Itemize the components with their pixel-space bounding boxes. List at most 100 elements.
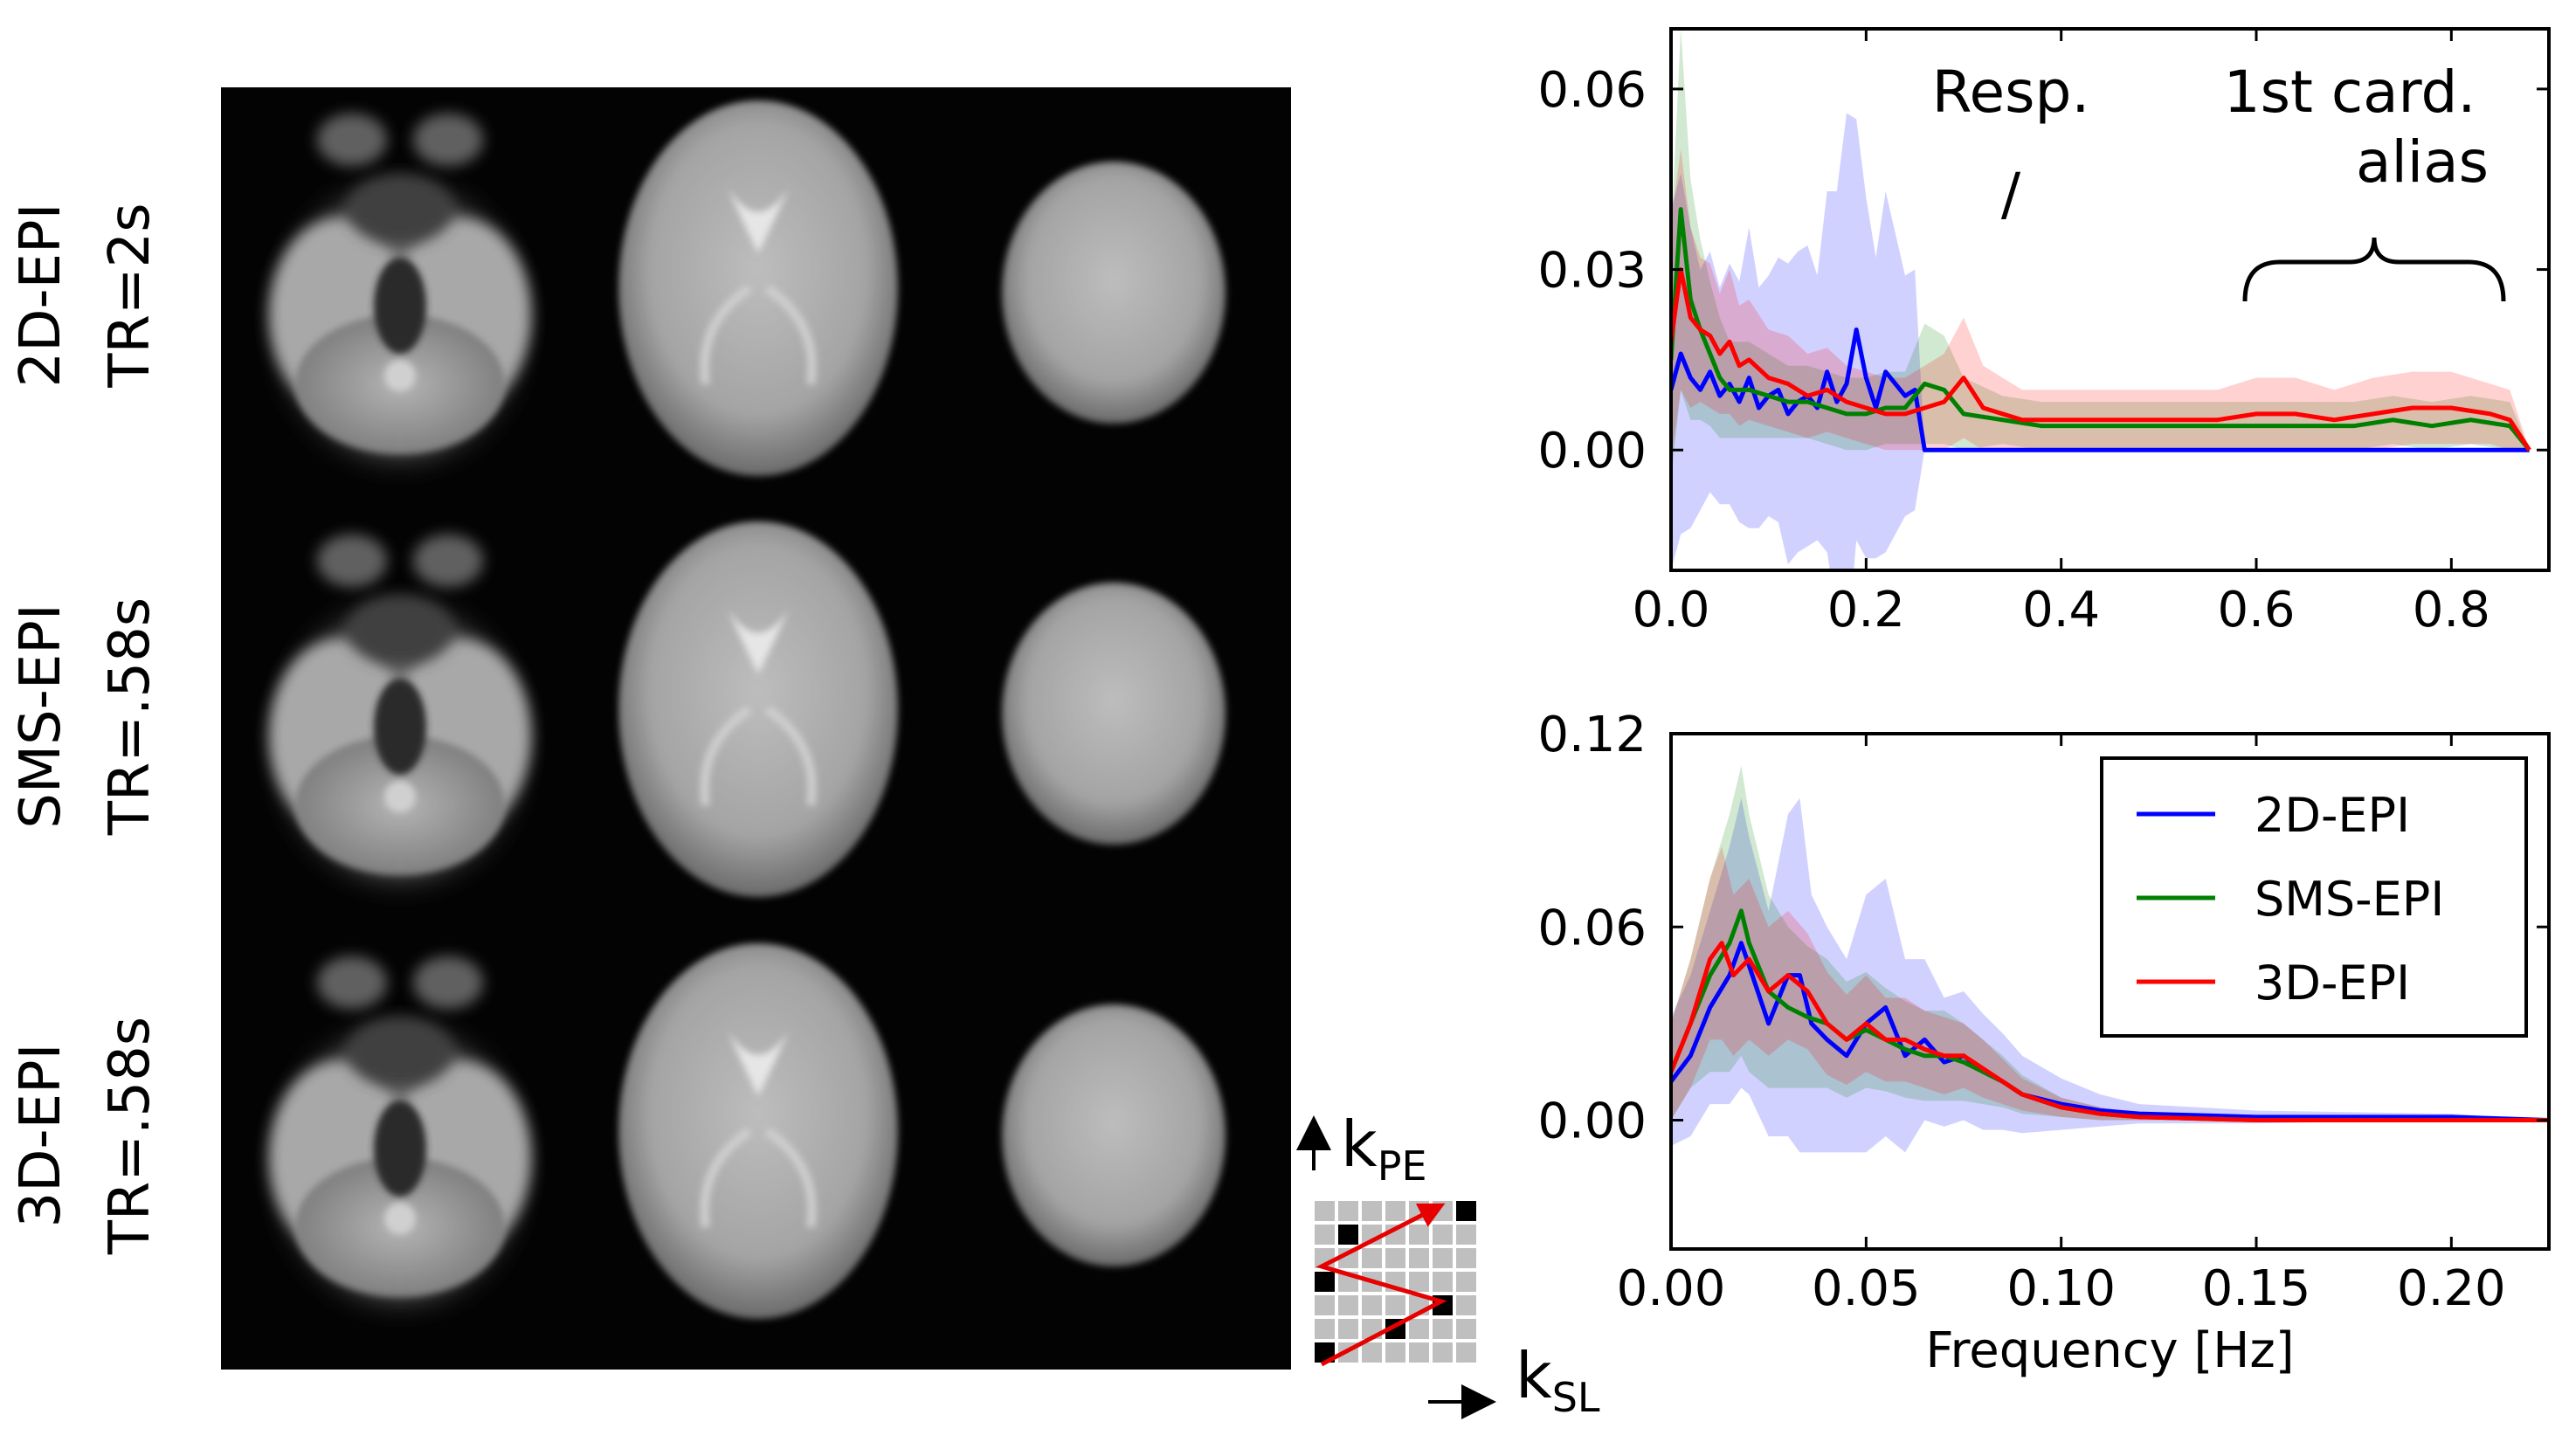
series-line-2: [1671, 267, 2531, 452]
axes-frame: [1669, 27, 2551, 572]
row-label-3d-line1: 3D-EPI: [9, 1044, 73, 1228]
series-band-2: [1671, 846, 2549, 1121]
annotation-brace: [2242, 237, 2506, 302]
brainstem-gap: [374, 258, 426, 354]
kspace-cell: [1409, 1272, 1429, 1292]
eye-right: [413, 535, 483, 587]
kspace-cell: [1362, 1201, 1382, 1221]
brain-slice-r2-c3: [1002, 583, 1226, 845]
kspace-cell: [1456, 1248, 1476, 1268]
x-tick-label: 0.15: [2202, 1260, 2311, 1317]
kspace-cell: [1385, 1342, 1405, 1363]
kspace-cell: [1433, 1342, 1453, 1363]
x-tick-label: 0.8: [2413, 582, 2490, 638]
brainstem-gap: [374, 1101, 426, 1197]
kspace-cell: [1338, 1295, 1358, 1315]
kspace-cell: [1409, 1342, 1429, 1363]
mri-brain-slices: [269, 100, 1226, 1319]
kspace-cell: [1385, 1201, 1405, 1221]
series-line-0: [1671, 327, 2530, 452]
plot-area: [1671, 765, 2549, 1153]
x-tick-label: 0.05: [1812, 1260, 1921, 1317]
x-tick-label: 0.10: [2006, 1260, 2116, 1317]
orbit-region: [348, 596, 452, 666]
orbit-region: [348, 175, 452, 245]
kspace-cell: [1362, 1295, 1382, 1315]
brain-slice-r3-c1: [269, 956, 531, 1297]
kspace-trajectory: [1316, 1203, 1447, 1367]
kspace-cell: [1456, 1342, 1476, 1363]
x-tick-label: 0.2: [1827, 582, 1905, 638]
lateral-ventricles: [728, 1031, 789, 1096]
cerebrum: [618, 100, 898, 476]
series-line-0: [1671, 941, 2549, 1122]
fourth-ventricle: [384, 1203, 416, 1234]
annotation-resp: Resp.: [1932, 59, 2090, 126]
kspace-cell: [1456, 1295, 1476, 1315]
kspace-cell: [1362, 1248, 1382, 1268]
kspace-diagram: kPE kSL: [1296, 1108, 1600, 1421]
brain-slice-r1-c3: [1002, 162, 1226, 424]
row-label-2d-line1: 2D-EPI: [9, 204, 73, 388]
annotation-cardiac-line1: 1st card.: [2224, 59, 2476, 126]
brain-slice-r2-c2: [618, 521, 898, 897]
row-label-sms: SMS-EPI TR=.58s: [9, 597, 162, 836]
fourth-ventricle: [384, 360, 416, 391]
orbit-region: [348, 1018, 452, 1087]
fourth-ventricle: [384, 781, 416, 812]
annotation-resp-slash: /: [2001, 161, 2021, 228]
posterior-horn-left: [700, 1127, 752, 1228]
cerebrum: [618, 943, 898, 1319]
kspace-cell: [1433, 1272, 1453, 1292]
kspace-cell: [1385, 1248, 1405, 1268]
eye-right: [413, 114, 483, 166]
spectrum-chart-low-freq: 0.00 0.05 0.10 0.15 0.20 0.00 0.06 0.12 Frequenc…: [1537, 707, 2551, 1379]
series-band-2: [1671, 148, 2530, 462]
row-label-sms-line2: TR=.58s: [98, 597, 162, 836]
eye-left: [317, 535, 387, 587]
posterior-horn-right: [764, 705, 817, 806]
kspace-cell: [1433, 1225, 1453, 1245]
x-tick-label: 0.00: [1617, 1260, 1726, 1317]
axes-frame: [1669, 732, 2551, 1251]
kspace-grid: [1315, 1201, 1476, 1363]
x-tick-label: 0.4: [2022, 582, 2100, 638]
eye-left: [317, 956, 387, 1009]
kspace-cell: [1409, 1319, 1429, 1339]
kspace-cell: [1409, 1225, 1429, 1245]
spectrum-chart-full: 0.0 0.2 0.4 0.6 0.8 0.00 0.03 0.06 Resp. / 1st car…: [1537, 27, 2551, 638]
x-tick-label: 0.20: [2397, 1260, 2506, 1317]
y-tick-label: 0.00: [1537, 423, 1647, 480]
row-label-3d-line2: TR=.58s: [98, 1017, 162, 1255]
plot-area: [1671, 29, 2531, 570]
legend-label-2: 3D-EPI: [2255, 956, 2410, 1011]
kspace-cell: [1315, 1319, 1335, 1339]
brain-slice-r1-c1: [269, 114, 531, 454]
kspace-cell: [1315, 1201, 1335, 1221]
kspace-cell: [1315, 1342, 1335, 1363]
brain-slice-r3-c2: [618, 943, 898, 1319]
posterior-horn-left: [700, 284, 752, 385]
kspace-cell: [1315, 1225, 1335, 1245]
kspace-cell: [1385, 1295, 1405, 1315]
posterior-horn-right: [764, 1127, 817, 1228]
row-label-3d: 3D-EPI TR=.58s: [9, 1017, 162, 1255]
brain-slice-r3-c3: [1002, 1004, 1226, 1266]
y-tick-label: 0.06: [1537, 62, 1647, 119]
legend-label-1: SMS-EPI: [2255, 872, 2444, 927]
kpe-label: kPE: [1341, 1108, 1427, 1190]
brainstem-gap: [374, 679, 426, 775]
lateral-ventricles: [728, 609, 789, 674]
kspace-cell: [1409, 1248, 1429, 1268]
lateral-ventricles: [728, 188, 789, 253]
series-line-2: [1671, 941, 2549, 1122]
kspace-cell: [1362, 1342, 1382, 1363]
kspace-cell: [1456, 1272, 1476, 1292]
cerebrum: [618, 521, 898, 897]
row-label-2d-line2: TR=2s: [98, 203, 162, 388]
kspace-cell: [1456, 1225, 1476, 1245]
kspace-cell: [1433, 1201, 1453, 1221]
posterior-horn-left: [700, 705, 752, 806]
kspace-cell: [1338, 1225, 1358, 1245]
